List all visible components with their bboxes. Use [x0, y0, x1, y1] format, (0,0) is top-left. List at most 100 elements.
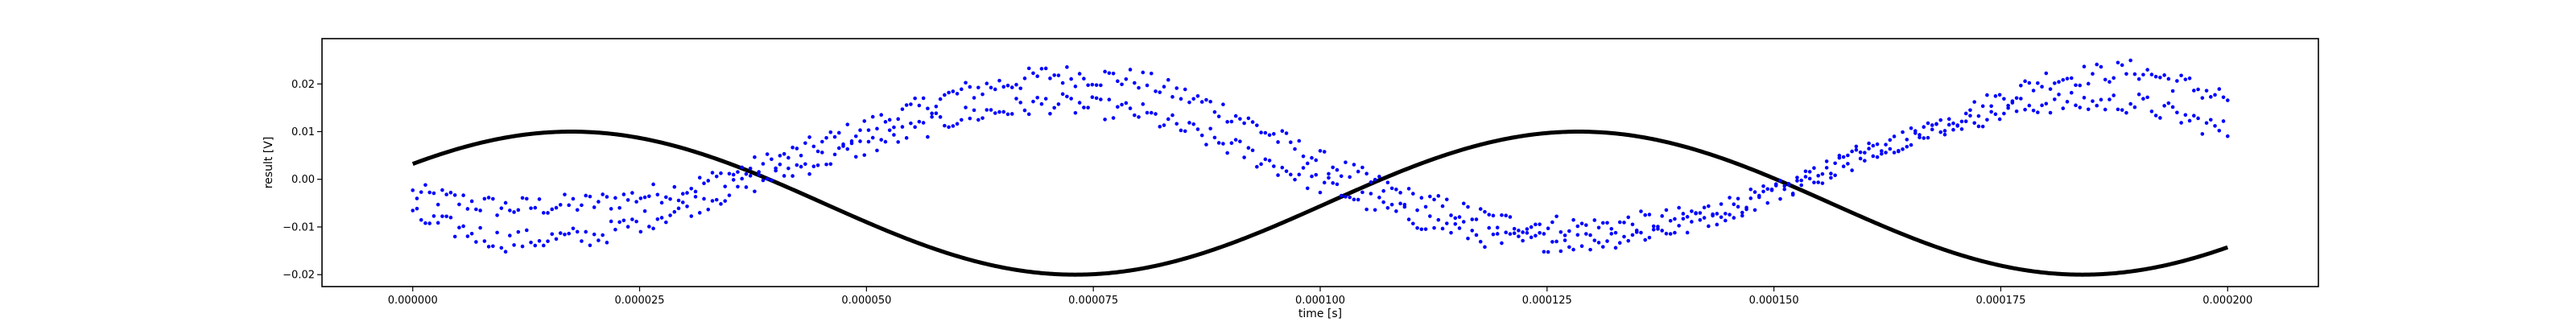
data-point: [1634, 228, 1639, 233]
data-point: [2061, 106, 2066, 110]
data-point: [1600, 245, 1605, 249]
data-point: [740, 176, 744, 181]
data-point: [415, 206, 419, 211]
data-point: [2053, 97, 2057, 101]
data-point: [1457, 226, 1462, 230]
data-point: [1158, 90, 1162, 94]
data-point: [1301, 166, 1306, 170]
data-point: [1018, 101, 1023, 105]
data-point: [1668, 218, 1673, 223]
data-point: [1812, 180, 1816, 184]
data-point: [1297, 138, 1302, 143]
data-point: [1440, 204, 1445, 208]
data-point: [1103, 69, 1107, 74]
data-point: [2112, 76, 2116, 80]
data-point: [1225, 120, 1229, 124]
data-point: [2136, 76, 2141, 81]
data-point: [731, 178, 736, 182]
data-point: [1069, 97, 1073, 101]
data-point: [1246, 116, 1251, 121]
data-point: [1677, 224, 1681, 228]
data-point: [1630, 222, 1635, 227]
data-point: [1681, 217, 1686, 221]
data-point: [1707, 224, 1711, 229]
data-point: [1617, 220, 1622, 225]
data-point: [2057, 93, 2061, 97]
data-point: [1327, 175, 1331, 180]
data-point: [1846, 153, 1850, 158]
data-point: [499, 246, 504, 250]
data-point: [1761, 189, 1765, 194]
data-point: [1314, 158, 1319, 163]
data-point: [508, 208, 512, 213]
data-point: [811, 164, 816, 169]
data-point: [947, 90, 951, 95]
data-point: [1719, 215, 1724, 220]
data-point: [1529, 235, 1534, 240]
data-point: [1656, 227, 1660, 231]
data-point: [1238, 117, 1242, 121]
data-point: [2221, 119, 2226, 123]
data-point: [524, 228, 529, 233]
data-point: [1339, 174, 1344, 179]
data-point: [1980, 124, 1985, 129]
data-point: [1504, 230, 1508, 235]
data-point: [723, 199, 728, 203]
data-point: [976, 118, 980, 122]
data-point: [1419, 196, 1424, 200]
data-point: [753, 155, 757, 159]
data-point: [1596, 241, 1601, 245]
data-point: [423, 221, 427, 225]
data-point: [664, 195, 668, 200]
data-point: [1187, 100, 1191, 105]
data-point: [1651, 224, 1656, 229]
data-point: [1174, 86, 1179, 90]
data-point: [2006, 105, 2010, 110]
data-point: [714, 197, 719, 202]
data-point: [1732, 202, 1736, 207]
data-point: [1846, 162, 1850, 166]
data-point: [824, 135, 828, 140]
data-point: [1563, 238, 1567, 242]
data-point: [689, 214, 694, 218]
data-point: [2209, 118, 2213, 122]
data-point: [1406, 187, 1411, 191]
data-point: [625, 198, 630, 202]
data-point: [1348, 195, 1352, 200]
data-point: [736, 170, 740, 174]
data-point: [1816, 174, 1820, 178]
data-point: [588, 243, 592, 248]
data-point: [934, 105, 939, 109]
data-point: [1521, 238, 1525, 243]
data-point: [1436, 194, 1441, 198]
data-point: [1124, 101, 1129, 105]
data-point: [419, 190, 423, 194]
data-point: [1216, 141, 1221, 145]
data-point: [832, 152, 837, 157]
data-point: [1715, 212, 1719, 216]
data-point: [2112, 93, 2116, 97]
data-point: [1736, 204, 1740, 209]
data-point: [1508, 232, 1513, 236]
data-point: [1829, 175, 1833, 180]
data-point: [2187, 76, 2192, 80]
data-point: [989, 85, 993, 90]
y-tick-label: −0.02: [283, 270, 315, 282]
data-point: [719, 202, 723, 206]
data-point: [926, 134, 930, 139]
data-point: [938, 115, 943, 119]
data-point: [486, 245, 491, 249]
data-point: [2158, 76, 2162, 80]
data-point: [1508, 215, 1513, 219]
data-point: [423, 183, 427, 188]
data-point: [588, 194, 592, 199]
data-point: [2002, 111, 2006, 116]
data-point: [1901, 147, 1905, 151]
data-point: [875, 126, 879, 131]
data-point: [580, 239, 584, 243]
data-point: [820, 139, 824, 144]
data-point: [1829, 171, 1833, 175]
data-point: [482, 196, 487, 201]
data-point: [672, 184, 677, 189]
data-point: [710, 171, 715, 175]
